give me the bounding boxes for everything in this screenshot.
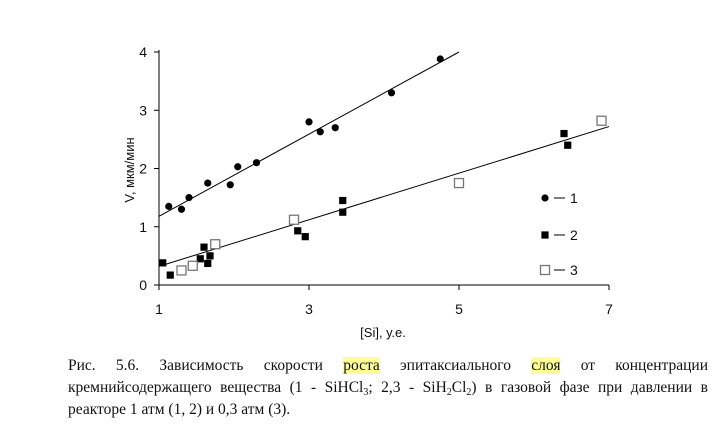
point-series-2 (294, 227, 302, 235)
point-series-1 (387, 89, 396, 97)
y-tick-label: 4 (139, 44, 147, 60)
x-tick-label: 5 (455, 301, 463, 317)
figure-caption: Рис. 5.6. Зависимость скорости роста эпи… (68, 357, 708, 418)
point-series-3 (596, 115, 607, 126)
legend-marker-3 (539, 264, 551, 276)
point-series-1 (165, 202, 173, 210)
point-series-3 (210, 239, 221, 250)
fit-line (158, 51, 460, 217)
point-series-2 (166, 271, 174, 279)
y-tick-label: 0 (139, 277, 147, 293)
legend: 1 2 3 (539, 190, 578, 278)
point-series-2 (204, 259, 212, 268)
point-series-1 (234, 163, 242, 171)
point-series-1 (185, 194, 193, 202)
x-axis-label: [Si], у.е. (360, 325, 406, 340)
point-series-1 (305, 118, 313, 126)
data-points (159, 55, 607, 279)
y-axis-label: V, мкм/мин (122, 137, 137, 202)
point-series-2 (301, 233, 309, 241)
legend-marker-1 (541, 194, 549, 202)
point-series-3 (288, 214, 300, 225)
point-series-2 (560, 129, 568, 138)
point-series-1 (331, 124, 339, 132)
x-tick-label: 1 (155, 301, 163, 317)
point-series-3 (187, 260, 198, 271)
point-series-2 (339, 208, 347, 216)
legend-label-1: 1 (570, 190, 578, 206)
point-series-1 (177, 205, 186, 213)
point-series-1 (436, 55, 444, 63)
point-series-1 (204, 179, 212, 187)
point-series-1 (252, 159, 261, 167)
point-series-3 (453, 177, 465, 189)
point-series-1 (226, 181, 234, 189)
legend-marker-2 (541, 231, 549, 239)
y-tick-label: 3 (139, 102, 147, 118)
point-series-2 (564, 141, 572, 149)
legend-label-2: 2 (570, 227, 578, 243)
highlight-rost: роста (343, 357, 380, 374)
highlight-sloya: слоя (531, 357, 561, 374)
point-series-2 (200, 243, 208, 251)
point-series-1 (316, 128, 324, 136)
x-tick-label: 3 (305, 301, 313, 317)
point-series-2 (339, 196, 347, 205)
legend-label-3: 3 (570, 262, 578, 278)
point-series-2 (159, 259, 167, 267)
fit-lines (158, 51, 610, 267)
y-tick-label: 2 (139, 161, 147, 177)
point-series-2 (196, 255, 204, 263)
point-series-2 (206, 252, 214, 260)
point-series-3 (176, 265, 187, 276)
y-tick-label: 1 (139, 219, 147, 235)
x-tick-label: 7 (605, 301, 613, 317)
fit-line (158, 126, 610, 267)
